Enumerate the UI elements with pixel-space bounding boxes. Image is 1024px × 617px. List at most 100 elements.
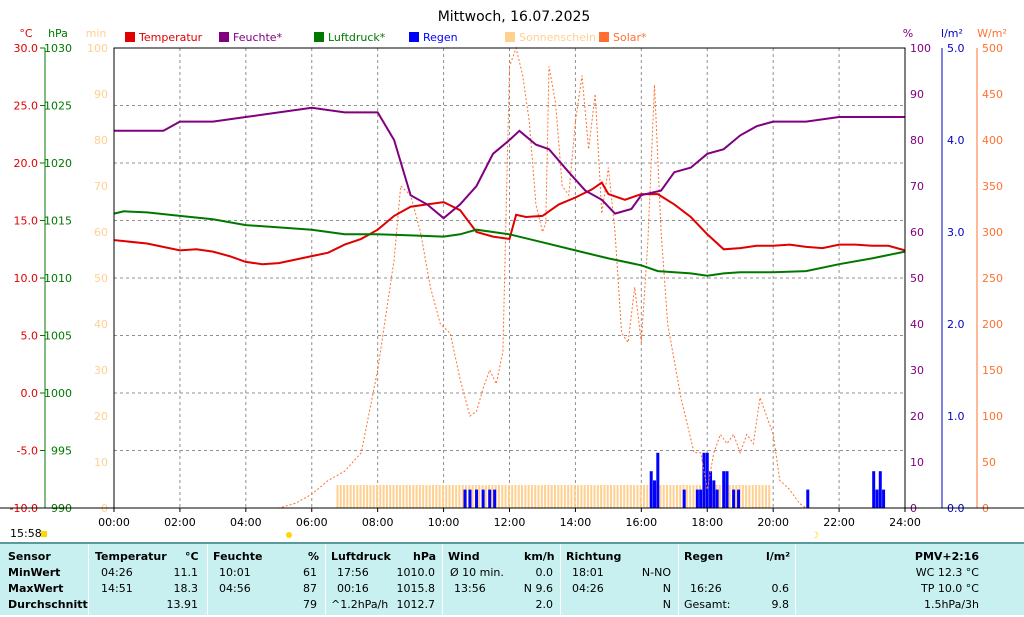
sunshine-bar: [563, 485, 566, 508]
rain-total: 9.8: [771, 598, 790, 611]
rain-bar: [875, 489, 879, 508]
sunshine-bar: [478, 485, 481, 508]
minutes-tick-label: 80: [94, 134, 108, 147]
rain-tick-label: 2.0: [947, 318, 965, 331]
pressure-unit: hPa: [413, 550, 437, 563]
rain-bar: [705, 452, 709, 508]
sunshine-bar: [369, 485, 372, 508]
sunshine-bar: [484, 485, 487, 508]
series-line-luftdruck: [113, 210, 906, 277]
sunshine-bar: [425, 485, 428, 508]
pressure-tick-label: 1030: [44, 42, 72, 55]
sunshine-bar: [685, 485, 688, 508]
minutes-tick-label: 50: [94, 272, 108, 285]
sunshine-bar: [741, 485, 744, 508]
sunshine-bar: [366, 485, 369, 508]
sunshine-bar: [511, 485, 514, 508]
sensor-header: Sensor: [8, 550, 51, 563]
rain-bar: [653, 480, 657, 508]
rain-total-label: Gesamt:: [684, 598, 731, 611]
wind-avg: 2.0: [535, 598, 554, 611]
humidity-tick-label: 100: [910, 42, 931, 55]
sunshine-bar: [600, 485, 603, 508]
temp-axis-unit: °C: [19, 27, 33, 40]
sunshine-bar: [395, 485, 398, 508]
pressure-header: Luftdruck: [331, 550, 391, 563]
sunshine-bar: [504, 485, 507, 508]
direction-max: N: [662, 582, 671, 595]
solar-tick-label: 500: [982, 42, 1003, 55]
rain-bar: [488, 489, 492, 508]
sunshine-bar: [339, 485, 342, 508]
wind-min-label: Ø 10 min.: [450, 566, 504, 579]
temp-tick-label: 30.0: [14, 42, 39, 55]
sunshine-bar: [343, 485, 346, 508]
solar-tick-label: 50: [982, 456, 996, 469]
sunshine-bar: [461, 485, 464, 508]
sunshine-bar: [389, 485, 392, 508]
direction-min: N-NO: [641, 566, 671, 579]
sunshine-bar: [379, 485, 382, 508]
sunshine-bar: [666, 485, 669, 508]
sunshine-bar: [544, 485, 547, 508]
pressure-tick-label: 995: [51, 445, 72, 458]
rain-bar: [481, 489, 485, 508]
sunshine-bar: [755, 485, 758, 508]
sunshine-bar: [603, 485, 606, 508]
minutes-tick-label: 20: [94, 410, 108, 423]
rain-bar: [709, 471, 713, 508]
temperature-max-time: 14:51: [101, 582, 133, 595]
humidity-min: 61: [303, 566, 317, 579]
sunshine-bar: [662, 485, 665, 508]
minutes-tick-label: 40: [94, 318, 108, 331]
sunshine-bar: [577, 485, 580, 508]
sunshine-bar: [768, 485, 771, 508]
rain-bar: [463, 489, 467, 508]
chart-title: Mittwoch, 16.07.2025: [438, 9, 591, 25]
rain-axis-unit: l/m²: [941, 27, 963, 40]
series-line-feuchte: [114, 106, 905, 220]
temperature-header: Temperatur: [95, 550, 167, 563]
pressure-tick-label: 1010: [44, 272, 72, 285]
sunshine-bar: [441, 485, 444, 508]
temperature-min-time: 04:26: [101, 566, 133, 579]
solar-tick-label: 150: [982, 364, 1003, 377]
rain-tick-label: 1.0: [947, 410, 965, 423]
sunshine-bar: [751, 485, 754, 508]
temperature-max: 18.3: [173, 582, 199, 595]
sunshine-bar: [356, 485, 359, 508]
temperature-avg: 13.91: [166, 598, 199, 611]
sunshine-bar: [521, 485, 524, 508]
sunshine-bar: [336, 485, 339, 508]
sunshine-bar: [672, 485, 675, 508]
x-tick-label: 14:00: [560, 516, 592, 529]
humidity-min-time: 10:01: [219, 566, 251, 579]
humidity-tick-label: 10: [910, 456, 924, 469]
rain-header: Regen: [684, 550, 724, 563]
sunshine-bar: [534, 485, 537, 508]
sunshine-bar: [633, 485, 636, 508]
temperature-unit: °C: [185, 550, 199, 563]
x-tick-label: 24:00: [889, 516, 921, 529]
humidity-axis-unit: %: [903, 27, 913, 40]
pmv-tp: TP 10.0 °C: [920, 582, 979, 595]
sunshine-bar: [646, 485, 649, 508]
direction-avg: N: [662, 598, 671, 611]
legend-swatch: [505, 32, 515, 42]
x-tick-label: 16:00: [625, 516, 657, 529]
sunshine-bar: [382, 485, 385, 508]
humidity-tick-label: 40: [910, 318, 924, 331]
sunshine-bar: [540, 485, 543, 508]
statistics-panel: Sensor MinWert MaxWert Durchschnitt Temp…: [0, 542, 1024, 617]
sunshine-bar: [593, 485, 596, 508]
x-tick-label: 22:00: [823, 516, 855, 529]
solar-tick-label: 400: [982, 134, 1003, 147]
sunshine-bar: [415, 485, 418, 508]
humidity-avg: 79: [303, 598, 317, 611]
wind-max: N 9.6: [523, 582, 553, 595]
rain-bar: [712, 480, 716, 508]
x-tick-label: 18:00: [691, 516, 723, 529]
pressure-max-time: 00:16: [337, 582, 369, 595]
sunshine-bar: [428, 485, 431, 508]
sunshine-bar: [412, 485, 415, 508]
